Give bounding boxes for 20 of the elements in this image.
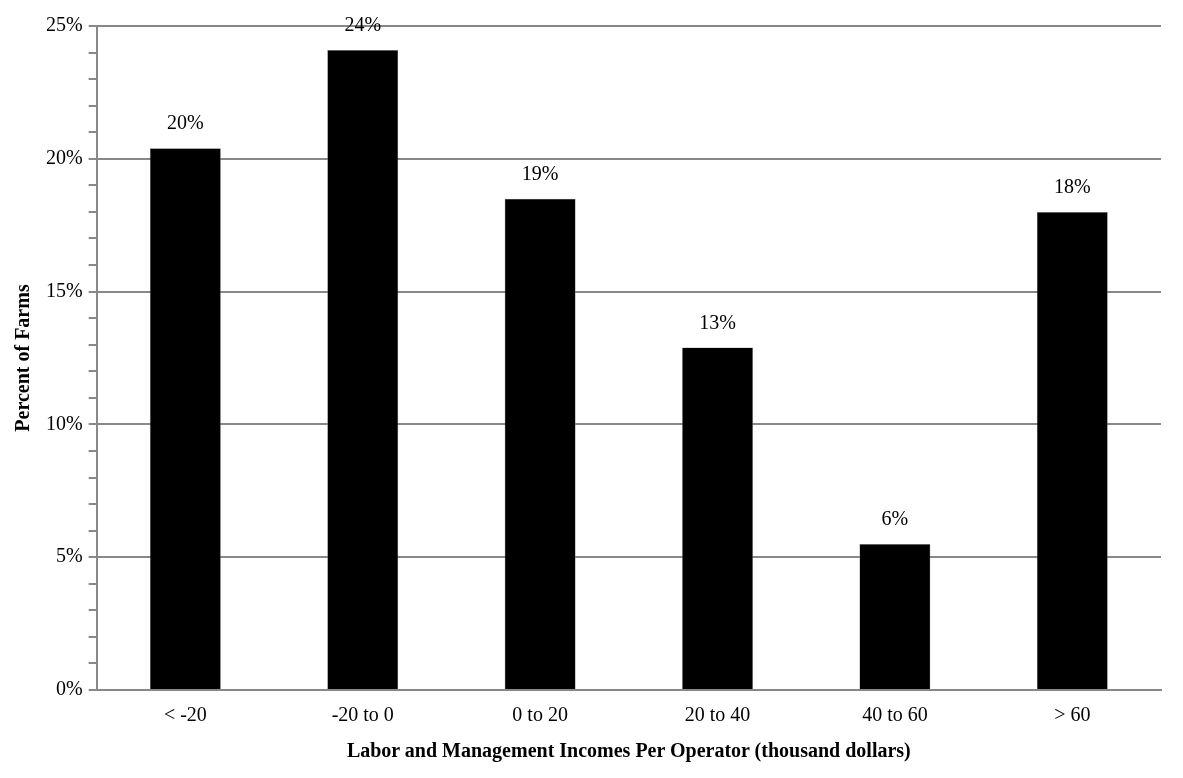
y-tick-label: 20% — [45, 146, 83, 169]
x-tick-label: 20 to 40 — [684, 703, 751, 726]
y-tick-label: 0% — [55, 677, 83, 700]
y-tick-label: 10% — [45, 411, 83, 434]
x-tick-label: > 60 — [1054, 703, 1091, 726]
y-tick-label: 5% — [55, 544, 83, 567]
data-label: 13% — [699, 310, 736, 333]
y-tick-label: 25% — [45, 13, 83, 36]
data-label: 18% — [1053, 175, 1091, 198]
data-label: 19% — [521, 161, 559, 184]
data-label: 20% — [167, 111, 204, 134]
x-axis-title: Labor and Management Incomes Per Operator (thousand dollars) — [346, 739, 911, 763]
x-tick-label: < -20 — [163, 703, 207, 726]
data-label: 6% — [881, 507, 909, 530]
x-tick-label: -20 to 0 — [331, 703, 394, 726]
x-tick-label: 40 to 60 — [862, 703, 928, 726]
y-tick-label: 15% — [45, 278, 83, 301]
y-axis-title: Percent of Farms — [11, 284, 34, 432]
data-label: 24% — [344, 13, 382, 36]
x-tick-label: 0 to 20 — [512, 703, 568, 726]
